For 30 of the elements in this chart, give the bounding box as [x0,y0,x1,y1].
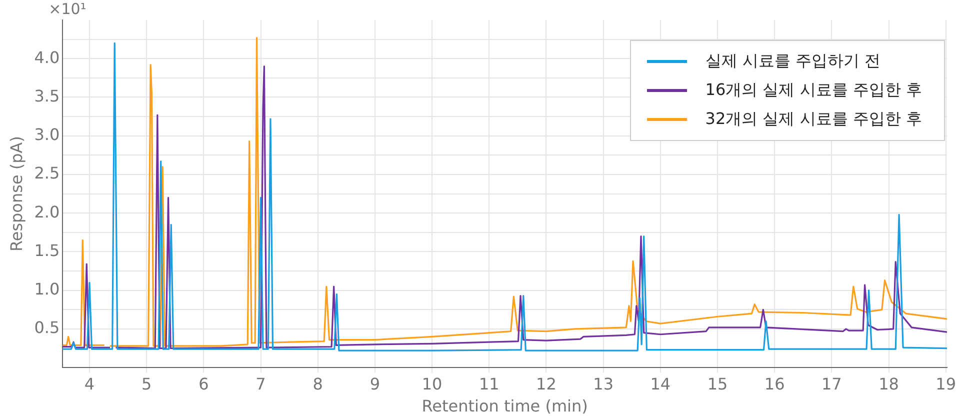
x-tick-label: 15 [707,374,728,394]
x-axis-title: Retention time (min) [422,396,588,416]
legend-label: 16개의 실제 시료를 주입한 후 [705,80,922,101]
x-tick-label: 14 [650,374,671,394]
y-tick-label: 3.5 [34,86,60,106]
x-tick-label: 7 [256,374,266,394]
y-tick-label: 4.0 [34,48,60,67]
y-tick-label: 0.5 [34,318,60,338]
legend-label: 32개의 실제 시료를 주입한 후 [705,109,922,130]
x-tick-label: 5 [141,374,152,394]
y-tick-label: 1.0 [34,280,60,299]
legend-label: 실제 시료를 주입하기 전 [705,51,881,72]
x-tick-label: 9 [370,374,380,394]
x-tick-label: 17 [821,374,842,394]
x-tick-label: 8 [312,374,323,394]
x-tick-label: 11 [478,374,500,394]
x-tick-label: 12 [536,374,556,394]
x-tick-label: 19 [936,374,956,394]
x-tick-label: 4 [84,374,95,394]
text: ×10¹ [48,0,86,18]
x-tick-label: 10 [422,374,442,394]
x-tick-label: 13 [593,374,614,394]
x-tick-label: 6 [198,374,209,394]
y-tick-label: 2.5 [34,164,60,183]
y-tick-label: 1.5 [34,240,60,260]
y-axis-title: Response (pA) [6,136,26,252]
y-tick-label: 2.0 [34,202,60,222]
y-tick-label: 3.0 [34,125,60,144]
x-tick-label: 18 [878,374,899,394]
x-tick-label: 16 [764,374,785,394]
